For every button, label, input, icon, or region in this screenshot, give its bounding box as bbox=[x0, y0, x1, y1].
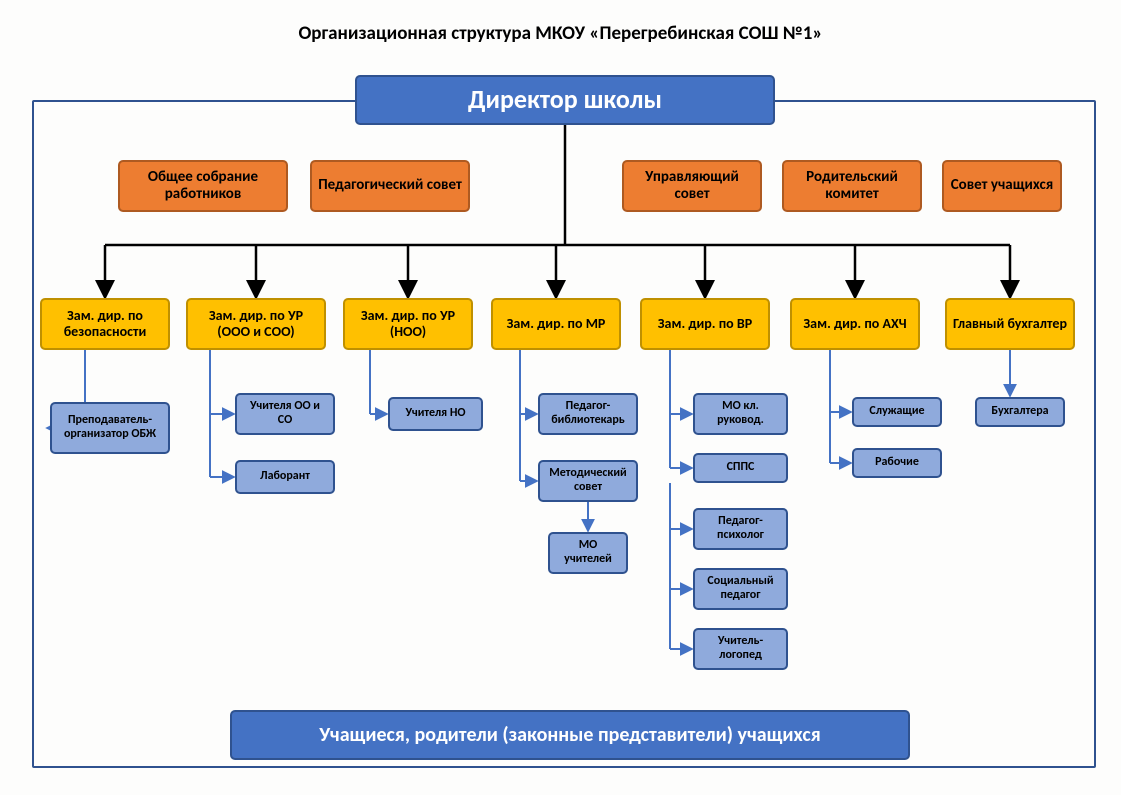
council-box-3: Родительский комитет bbox=[782, 160, 922, 212]
council-box-4: Совет учащихся bbox=[942, 160, 1062, 212]
sub-box-0: Преподаватель-организатор ОБЖ bbox=[50, 402, 170, 454]
sub-box-12: Служащие bbox=[852, 397, 942, 427]
deputy-box-6: Главный бухгалтер bbox=[945, 298, 1075, 350]
deputy-box-3: Зам. дир. по МР bbox=[491, 298, 621, 350]
council-box-1: Педагогический совет bbox=[310, 160, 470, 212]
sub-box-6: МО учителей bbox=[548, 532, 628, 574]
deputy-box-0: Зам. дир. по безопасности bbox=[40, 298, 170, 350]
sub-box-10: Социальный педагог bbox=[693, 568, 788, 610]
deputy-box-1: Зам. дир. по УР (ООО и СОО) bbox=[186, 298, 326, 350]
sub-box-9: Педагог-психолог bbox=[693, 508, 788, 550]
sub-box-5: Методический совет bbox=[538, 460, 638, 502]
footer-box: Учащиеся, родители (законные представите… bbox=[230, 710, 910, 760]
sub-box-11: Учитель-логопед bbox=[693, 628, 788, 670]
council-box-2: Управляющий совет bbox=[622, 160, 762, 212]
sub-box-1: Учителя ОО и СО bbox=[235, 393, 335, 435]
sub-box-3: Учителя НО bbox=[388, 397, 483, 431]
deputy-box-4: Зам. дир. по ВР bbox=[640, 298, 770, 350]
sub-box-2: Лаборант bbox=[235, 460, 335, 494]
sub-box-7: МО кл. руковод. bbox=[693, 393, 788, 435]
sub-box-8: СППС bbox=[693, 453, 788, 483]
council-box-0: Общее собрание работников bbox=[118, 160, 288, 212]
sub-box-13: Рабочие bbox=[852, 448, 942, 478]
sub-box-4: Педагог-библиотекарь bbox=[538, 393, 638, 435]
deputy-box-2: Зам. дир. по УР (НОО) bbox=[343, 298, 473, 350]
page-title: Организационная структура МКОУ «Перегреб… bbox=[0, 22, 1121, 45]
deputy-box-5: Зам. дир. по АХЧ bbox=[790, 298, 920, 350]
director-box: Директор школы bbox=[355, 75, 775, 125]
sub-box-14: Бухгалтера bbox=[975, 397, 1065, 427]
